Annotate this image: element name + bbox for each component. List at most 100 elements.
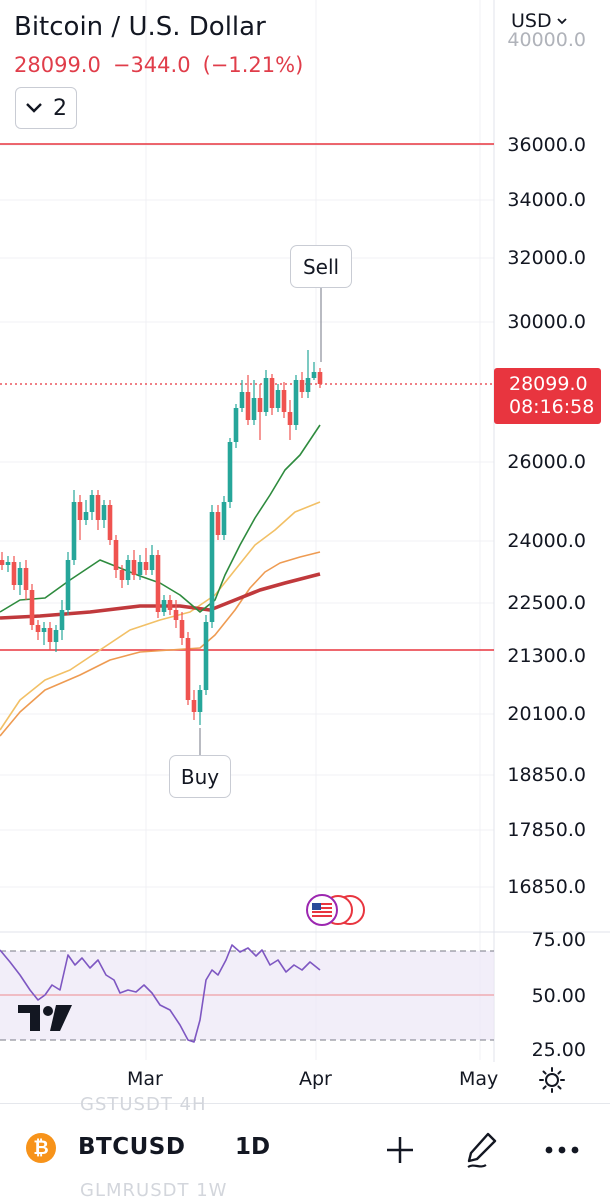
candle-body	[191, 700, 197, 712]
symbol-selector[interactable]: BTCUSD	[78, 1134, 186, 1160]
price-axis-label: 21300.0	[507, 645, 586, 667]
candle-body	[113, 540, 119, 570]
candle-body	[77, 502, 83, 520]
last-price: 28099.0	[14, 53, 101, 77]
price-axis-label: 17850.0	[507, 819, 586, 841]
candle-body	[263, 378, 269, 412]
candle-body	[0, 560, 5, 565]
us-flag-stripe	[312, 913, 332, 915]
change-value: −344.0	[112, 53, 191, 77]
candle-body	[41, 628, 47, 632]
chevron-down-icon	[26, 103, 42, 113]
symbol-title[interactable]: Bitcoin / U.S. Dollar	[14, 12, 266, 42]
candle-body	[107, 505, 113, 540]
indicator-count: 2	[53, 95, 67, 121]
candlesticks	[0, 350, 323, 725]
price-axis-label: 34000.0	[507, 189, 586, 211]
buy-callout[interactable]: Buy	[169, 755, 231, 798]
candle-body	[149, 555, 155, 570]
horizontal-lines	[0, 143, 494, 755]
us-flag-canton	[312, 903, 321, 910]
candle-body	[287, 412, 293, 425]
candle-body	[17, 568, 23, 585]
candle-body	[47, 628, 53, 642]
candle-body	[101, 505, 107, 520]
candle-body	[179, 620, 185, 638]
candle-body	[281, 390, 287, 412]
price-axis-label: 36000.0	[507, 134, 586, 156]
candle-body	[35, 625, 41, 632]
candle-body	[311, 372, 317, 378]
currency-label: USD	[511, 10, 552, 32]
time-axis-label: Mar	[127, 1068, 163, 1090]
candle-body	[89, 495, 95, 512]
rsi-axis-label: 50.00	[531, 985, 586, 1007]
candle-body	[221, 502, 227, 535]
candle-body	[95, 495, 101, 520]
price-axis-label: 22500.0	[507, 592, 586, 614]
time-axis-label: May	[459, 1068, 499, 1090]
candle-body	[125, 560, 131, 580]
change-percent: (−1.21%)	[202, 53, 304, 77]
candle-body	[119, 570, 125, 580]
currency-selector[interactable]: USD	[511, 10, 567, 32]
chart-grid	[0, 0, 495, 1062]
candle-body	[173, 610, 179, 620]
price-axis-label: 26000.0	[507, 451, 586, 473]
candle-body	[23, 568, 29, 590]
current-price-tag: 28099.0 08:16:58	[494, 368, 601, 424]
price-axis-label: 30000.0	[507, 311, 586, 333]
candle-body	[269, 378, 275, 408]
candle-body	[185, 638, 191, 700]
bitcoin-icon: ₿	[26, 1133, 56, 1163]
candle-body	[155, 555, 161, 612]
candle-body	[305, 378, 311, 392]
interval-selector[interactable]: 1D	[235, 1134, 271, 1160]
bar-countdown: 08:16:58	[509, 396, 595, 418]
candle-body	[209, 512, 215, 622]
price-axis-label: 18850.0	[507, 764, 586, 786]
current-price: 28099.0	[509, 373, 588, 395]
candle-body	[299, 380, 305, 392]
indicators-toggle-button[interactable]: 2	[15, 87, 77, 129]
candle-body	[233, 408, 239, 442]
price-change: 28099.0 −344.0 (−1.21%)	[14, 53, 315, 77]
candle-body	[167, 600, 173, 610]
candle-body	[53, 630, 59, 642]
rsi-pane	[0, 931, 610, 1043]
candle-body	[71, 502, 77, 560]
rsi-line	[0, 944, 321, 1043]
settings-sun-icon[interactable]	[538, 1066, 566, 1094]
pen-icon[interactable]	[464, 1130, 500, 1170]
price-axis-label: 40000.0	[507, 29, 586, 51]
candle-body	[29, 590, 35, 625]
plus-icon[interactable]	[385, 1135, 415, 1165]
rsi-axis-label: 75.00	[531, 929, 586, 951]
candle-body	[59, 610, 65, 630]
candle-body	[11, 562, 17, 585]
candle-body	[131, 560, 137, 575]
candle-body	[143, 562, 149, 570]
candle-body	[227, 442, 233, 502]
price-axis-label: 24000.0	[507, 530, 586, 552]
sell-callout[interactable]: Sell	[290, 245, 352, 288]
candle-body	[293, 380, 299, 425]
candle-body	[251, 398, 257, 420]
ma-slow-line	[0, 551, 321, 737]
time-axis-label: Apr	[299, 1068, 332, 1090]
candle-body	[239, 392, 245, 408]
economic-events	[306, 894, 365, 926]
candle-body	[83, 512, 89, 520]
price-axis-label: 32000.0	[507, 247, 586, 269]
candle-body	[197, 690, 203, 712]
chevron-down-icon	[556, 17, 567, 24]
candle-body	[161, 600, 167, 612]
candle-body	[275, 390, 281, 408]
bottom-toolbar	[0, 1103, 610, 1201]
candle-body	[317, 372, 323, 384]
tradingview-logo-icon	[18, 1005, 72, 1031]
more-icon[interactable]	[545, 1145, 579, 1155]
candle-body	[5, 562, 11, 565]
candle-body	[215, 512, 221, 535]
